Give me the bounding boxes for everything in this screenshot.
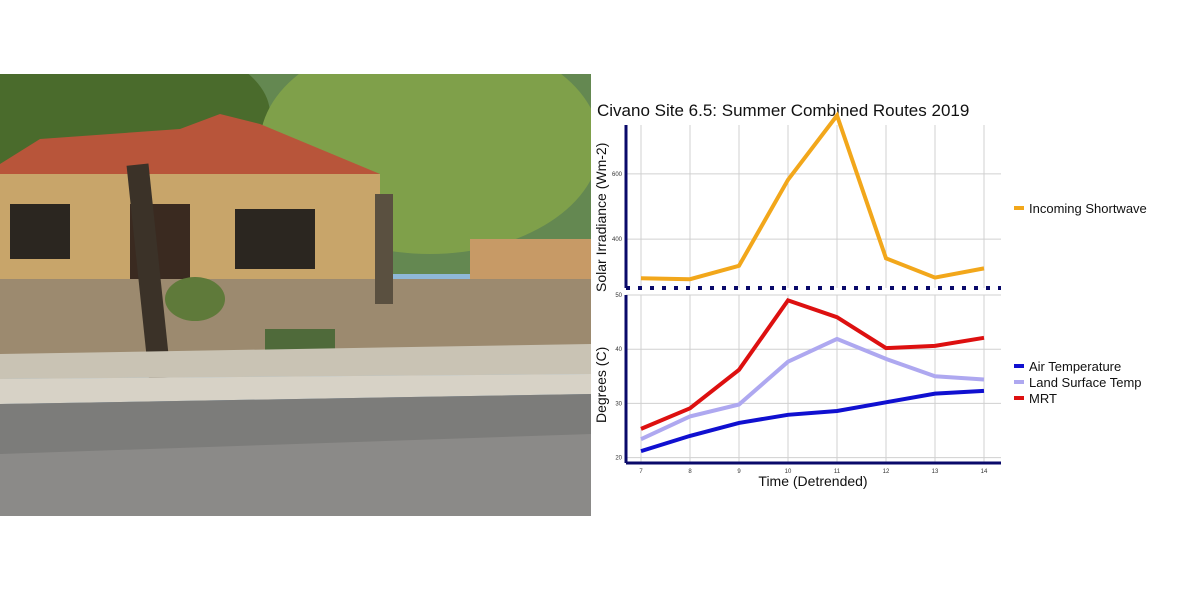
x-axis-label: Time (Detrended) [758,473,867,489]
legend-label: Incoming Shortwave [1029,201,1147,216]
house-photo [0,74,591,516]
bottom-y-ticks: 20 30 40 50 [615,293,622,462]
y-tick-label: 50 [615,293,622,299]
top-y-axis-label: Solar Irradiance (Wm-2) [593,143,609,292]
x-tick-label: 12 [883,469,890,475]
x-tick-label: 10 [785,469,792,475]
tree-trunk [126,163,171,380]
y-tick-label: 30 [615,401,622,407]
solar-irradiance-panel: 400 600 Solar Irradiance (Wm-2) Incoming … [593,111,1147,292]
x-tick-label: 11 [834,469,841,475]
y-tick-label: 600 [612,172,623,178]
y-tick-label: 400 [612,237,623,243]
sidewalk [0,344,591,379]
x-tick-label: 7 [639,469,643,475]
tree-trunk [375,194,393,304]
bottom-x-ticks: 7 8 9 10 11 12 13 14 [639,469,988,475]
tree-shadow [0,394,591,454]
legend-label: MRT [1029,391,1057,406]
top-series [640,111,985,282]
chart-title: Civano Site 6.5: Summer Combined Routes … [597,101,969,120]
x-tick-label: 14 [981,469,988,475]
x-tick-label: 8 [688,469,692,475]
y-tick-label: 20 [615,456,622,462]
chart-panel: Civano Site 6.5: Summer Combined Routes … [593,101,1147,489]
x-tick-label: 9 [737,469,741,475]
series-line-0 [640,388,985,454]
legend-label: Air Temperature [1029,359,1121,374]
legend-label: Land Surface Temp [1029,375,1142,390]
house-window [235,209,315,269]
temperature-panel: 20 30 40 50 7 8 9 10 11 12 13 14 Degrees (C) Time … [593,293,1142,489]
bottom-y-axis-label: Degrees (C) [593,347,609,423]
shrub [165,277,225,321]
top-grid [626,125,1001,288]
tile-roof [0,114,380,184]
top-legend: Incoming Shortwave [1014,201,1147,216]
house-window [10,204,70,259]
series-line-0 [640,111,985,282]
x-tick-label: 13 [932,469,939,475]
bottom-series [640,298,985,454]
y-tick-label: 40 [615,347,622,353]
series-line-2 [640,298,985,431]
series-line-1 [640,336,985,442]
top-y-ticks: 400 600 [612,172,623,243]
